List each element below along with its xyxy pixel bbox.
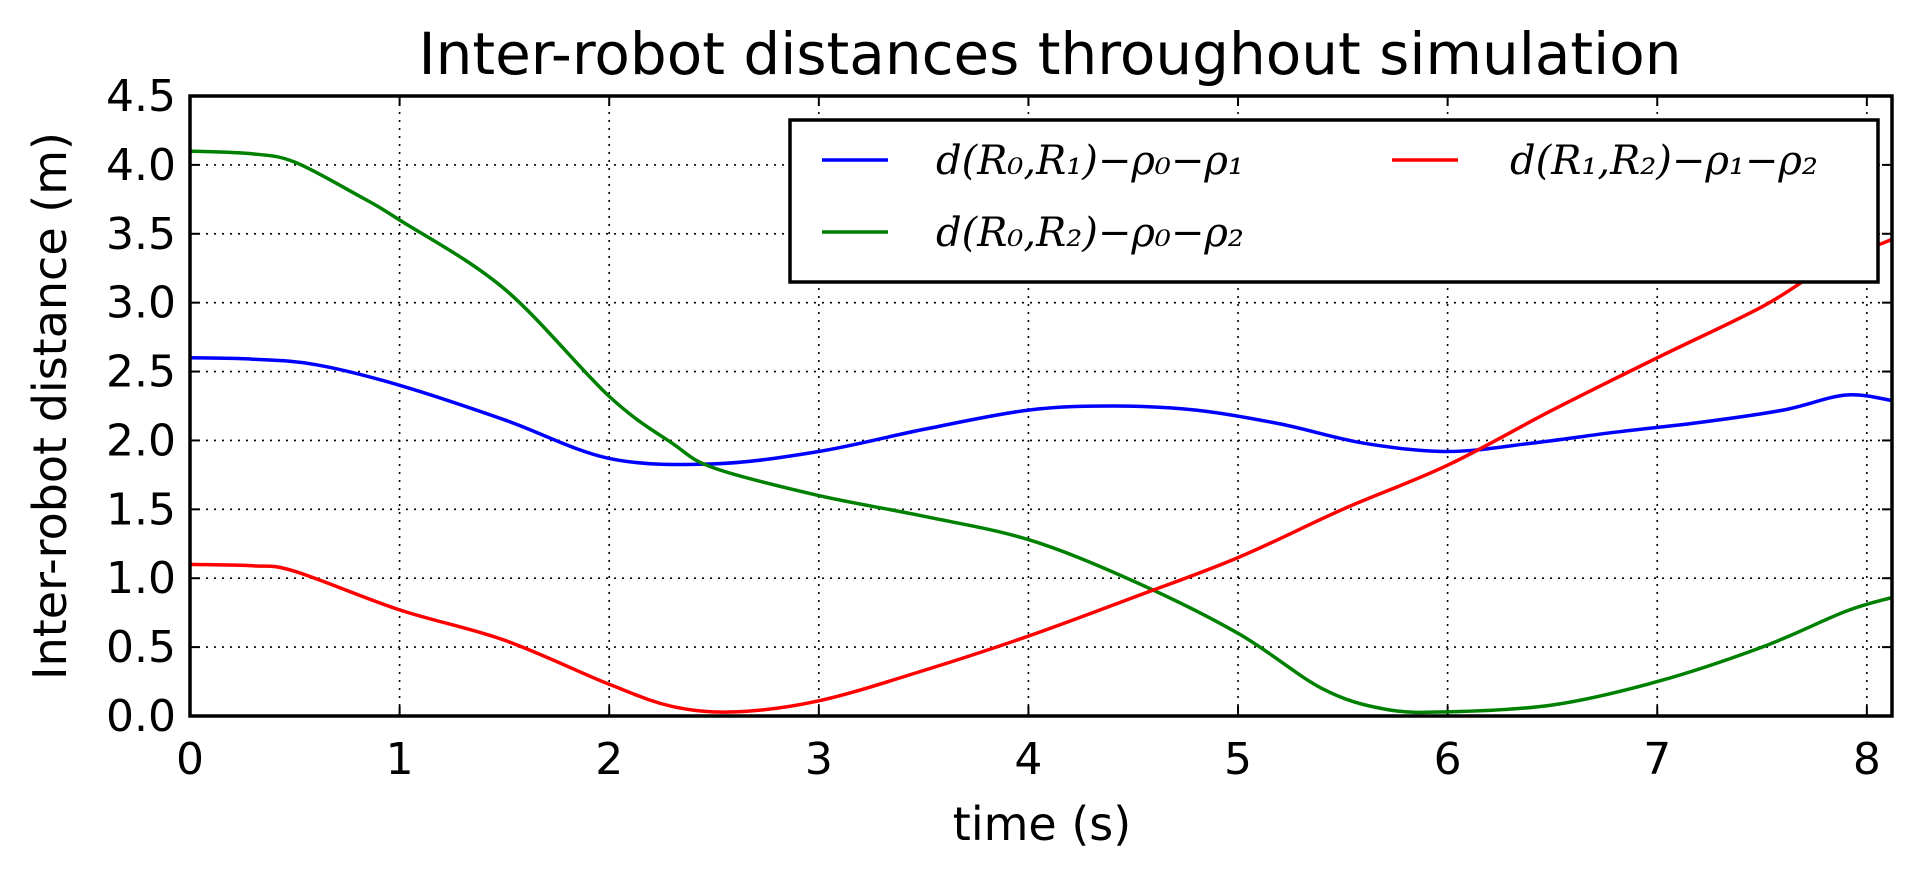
legend: d(R₀,R₁)−ρ₀−ρ₁ d(R₀,R₂)−ρ₀−ρ₂ d(R₁,R₂)−ρ… [788,118,1880,284]
legend-box [788,118,1880,284]
x-tick-label: 5 [1224,734,1252,785]
series-line-2 [190,237,1892,714]
chart-title: Inter-robot distances throughout simulat… [419,20,1682,88]
x-tick-label: 6 [1434,734,1462,785]
series-group [190,149,1892,715]
x-tick-label: 3 [805,734,833,785]
x-tick-labels: 0 1 2 3 4 5 6 7 8 [176,734,1881,785]
y-tick-label: 2.5 [106,347,176,398]
y-tick-label: 3.5 [106,209,176,260]
legend-label-0: d(R₀,R₁)−ρ₀−ρ₁ [936,138,1244,184]
y-tick-label: 3.0 [106,278,176,329]
legend-label-1: d(R₀,R₂)−ρ₀−ρ₂ [936,210,1244,256]
legend-label-2: d(R₁,R₂)−ρ₁−ρ₂ [1510,138,1818,184]
y-tick-label: 1.0 [106,553,176,604]
y-tick-label: 0.5 [106,622,176,673]
y-axis-label: Inter-robot distance (m) [23,132,77,680]
x-tick-label: 8 [1853,734,1881,785]
y-tick-label: 2.0 [106,415,176,466]
y-tick-label: 1.5 [106,484,176,535]
x-tick-label: 4 [1014,734,1042,785]
x-tick-label: 7 [1643,734,1671,785]
y-tick-labels: 0.0 0.5 1.0 1.5 2.0 2.5 3.0 3.5 4.0 4.5 [106,71,176,742]
x-tick-label: 2 [595,734,623,785]
y-tick-label: 0.0 [106,691,176,742]
y-tick-label: 4.5 [106,71,176,122]
plot-frame [188,94,1894,718]
x-axis-label: time (s) [953,797,1131,851]
y-tick-label: 4.0 [106,140,176,191]
series-line-1 [190,149,1892,715]
series-line-0 [190,356,1892,467]
x-tick-label: 0 [176,734,204,785]
x-tick-label: 1 [386,734,414,785]
